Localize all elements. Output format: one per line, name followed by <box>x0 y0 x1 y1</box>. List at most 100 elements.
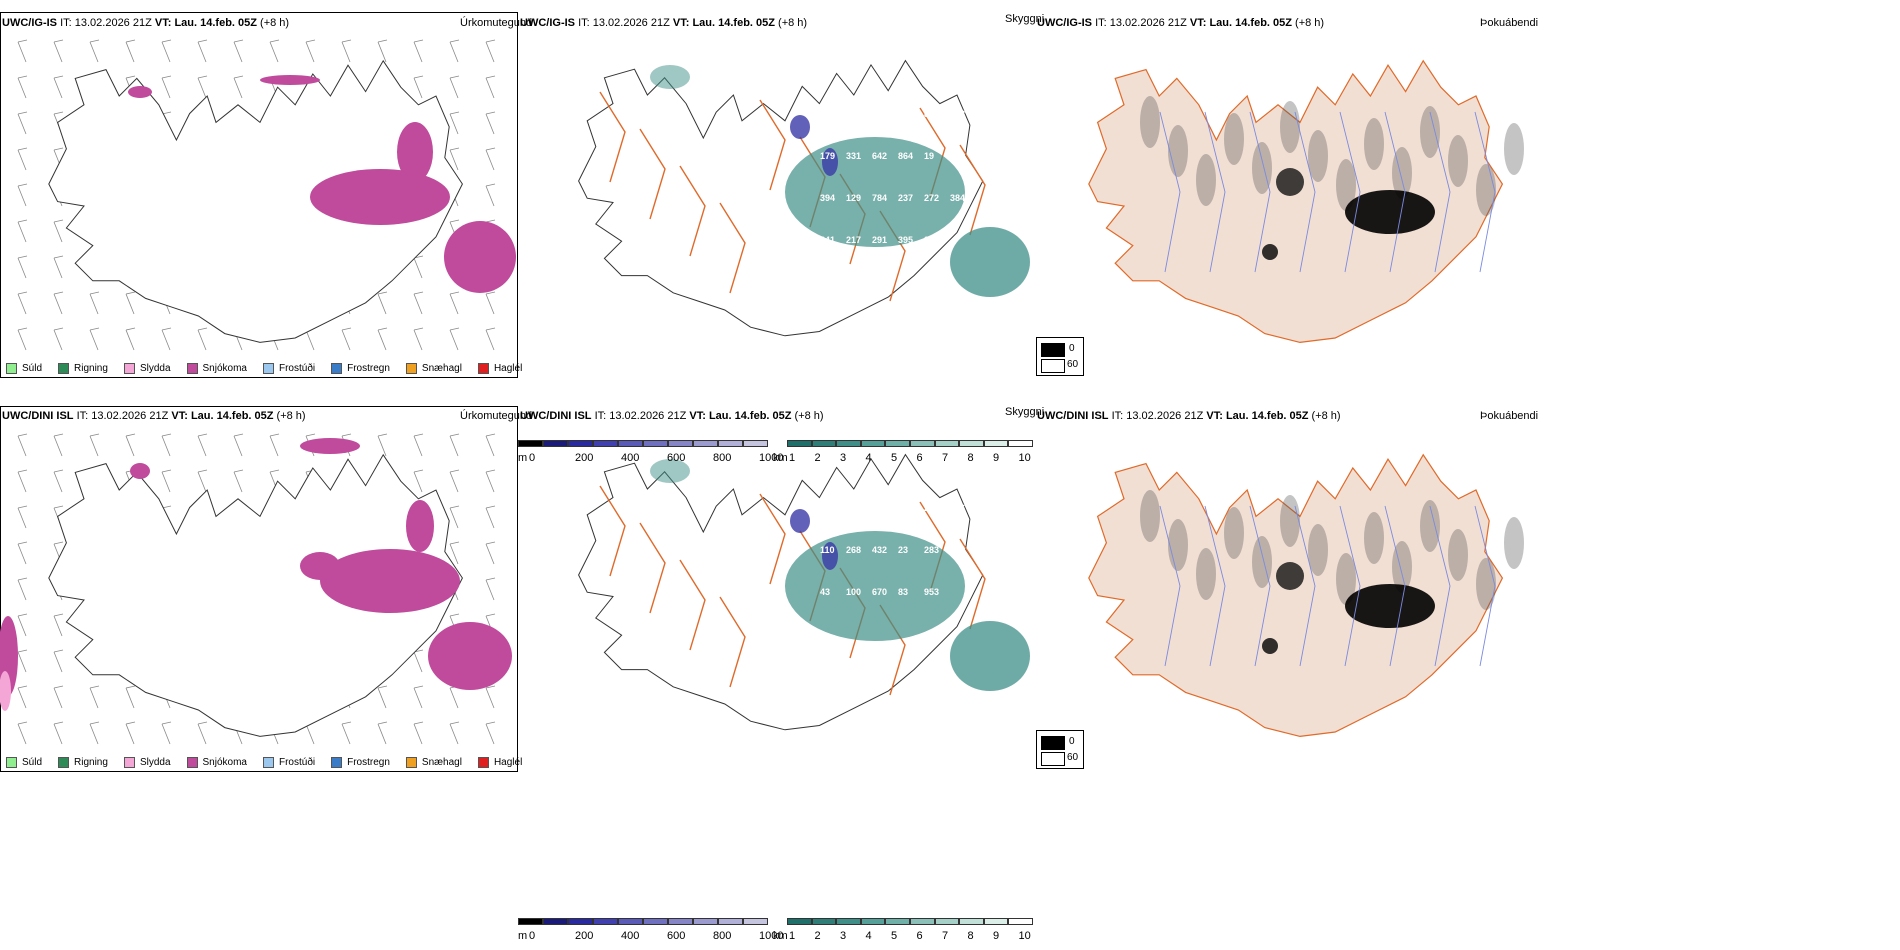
scale-tick: 400 <box>621 930 640 942</box>
scale-tick: 8 <box>967 452 974 464</box>
cloud-base-value: 82 <box>924 235 934 245</box>
header-precip-row2: UWC/DINI ISL IT: 13.02.2026 21Z VT: Lau.… <box>2 410 306 422</box>
scale-cell <box>909 918 935 925</box>
legend-item-frostregn: Frostregn <box>331 363 390 374</box>
scale-tick: 6 <box>916 930 923 942</box>
scale-cell <box>518 918 543 925</box>
cloud-base-value: 217 <box>846 235 861 245</box>
scale-cell <box>909 440 935 447</box>
cloud-base-value: 110 <box>820 545 835 555</box>
legend-swatch <box>6 363 17 374</box>
scale-tick: 800 <box>713 452 732 464</box>
fog-low-swatch <box>1041 359 1065 373</box>
model-label: UWC/IG-IS <box>2 17 57 29</box>
legend-swatch <box>123 757 135 768</box>
legend-swatch <box>262 363 274 374</box>
legend-swatch <box>262 757 274 768</box>
legend-swatch <box>186 363 198 374</box>
scale-tick: 8 <box>967 930 974 942</box>
legend-swatch <box>331 757 343 768</box>
scale-cell <box>643 918 668 925</box>
scale-cell <box>885 440 910 447</box>
scale-unit: km <box>773 930 788 942</box>
scale-cell <box>718 918 743 925</box>
legend-item-snjókoma: Snjókoma <box>186 757 247 768</box>
legend-label: Frostregn <box>347 757 390 768</box>
cloud-base-value: 341 <box>820 235 835 245</box>
scale-tick: 200 <box>575 930 594 942</box>
cloud-base-value: 405 <box>820 109 835 119</box>
legend-swatch <box>477 363 489 374</box>
legend-item-rigning: Rigning <box>58 363 108 374</box>
scale-cell <box>543 440 568 447</box>
scale-tick: 1 <box>789 930 796 942</box>
cloud-title-row2: Skyggni <box>1005 406 1045 418</box>
scale-cell <box>811 440 837 447</box>
legend-label: Frostregn <box>347 363 390 374</box>
scale-tick: 400 <box>621 452 640 464</box>
precip-map <box>0 433 512 745</box>
cloud-base-value: 953 <box>924 587 939 597</box>
ceiling-scale: m 0 200 400 600 800 1000 <box>518 440 783 468</box>
scale-tick: 200 <box>575 452 594 464</box>
scale-tick: 9 <box>993 930 1000 942</box>
cloud-base-value: 100 <box>846 587 861 597</box>
scale-unit: m <box>518 452 528 464</box>
legend-label: Súld <box>22 363 43 374</box>
legend-label: Rigning <box>74 363 108 374</box>
scale-cell <box>836 918 861 925</box>
legend-label: Haglél <box>493 363 523 374</box>
precip-legend-row2: Súld Rigning Slydda Snjókoma Frostúði Frostre… <box>6 757 538 768</box>
scale-tick: 10 <box>1018 452 1031 464</box>
scale-tick: 5 <box>891 930 898 942</box>
scale-cell <box>743 440 768 447</box>
legend-swatch <box>58 757 70 768</box>
legend-item-snjókoma: Snjókoma <box>186 363 247 374</box>
scale-cell <box>1008 918 1033 925</box>
scale-cell <box>593 918 618 925</box>
cloud-base-value: 43 <box>820 587 830 597</box>
legend-item-slydda: Slydda <box>123 363 171 374</box>
legend-label: Slydda <box>139 757 171 768</box>
cloud-base-value: 238 <box>950 109 965 119</box>
cloud-base-value: 268 <box>846 545 861 555</box>
scale-cell <box>518 440 543 447</box>
cloud-base-value: 245 <box>924 503 939 513</box>
cloud-base-value: 179 <box>820 151 835 161</box>
cloud-base-value: 358 <box>820 503 835 513</box>
fog-low-label: 60 <box>1067 752 1079 763</box>
scale-cell <box>811 918 837 925</box>
scale-cell <box>693 918 718 925</box>
cloud-base-value: 283 <box>924 545 939 555</box>
legend-swatch <box>405 757 417 768</box>
scale-tick: 3 <box>840 930 847 942</box>
scale-cell <box>787 918 812 925</box>
scale-cell <box>860 440 886 447</box>
scale-cell <box>618 918 643 925</box>
legend-item-snæhagl: Snæhagl <box>405 363 462 374</box>
fog-low-swatch <box>1041 752 1065 766</box>
scale-tick: 7 <box>942 452 949 464</box>
cloud-base-value: 642 <box>872 151 887 161</box>
cloud-base-value: 670 <box>872 587 887 597</box>
legend-swatch <box>477 757 489 768</box>
scale-tick: 0 <box>529 930 536 942</box>
legend-swatch <box>405 363 417 374</box>
cloud-base-value: 83 <box>898 587 908 597</box>
legend-label: Frostúði <box>278 757 316 768</box>
fog-low-label: 60 <box>1067 359 1079 370</box>
header-precip-row1: UWC/IG-IS IT: 13.02.2026 21Z VT: Lau. 14… <box>2 17 290 29</box>
ceiling-scale: m 0 200 400 600 800 1000 <box>518 918 783 946</box>
fog-title-row1: Þokuábendi <box>1480 17 1539 29</box>
scale-tick: 1000 <box>759 452 784 464</box>
fog-high-swatch <box>1041 343 1065 357</box>
scale-tick: 7 <box>942 930 949 942</box>
visibility-scale: km 1 2 3 4 5 6 7 8 9 10 <box>773 918 1035 946</box>
cloud-base-value: 104 <box>846 109 861 119</box>
cloud-base-value: 171 <box>872 503 887 513</box>
legend-swatch <box>186 757 198 768</box>
scale-cell <box>718 440 743 447</box>
cloud-base-value: 864 <box>898 151 913 161</box>
cloud-base-value: 868 <box>924 109 939 119</box>
